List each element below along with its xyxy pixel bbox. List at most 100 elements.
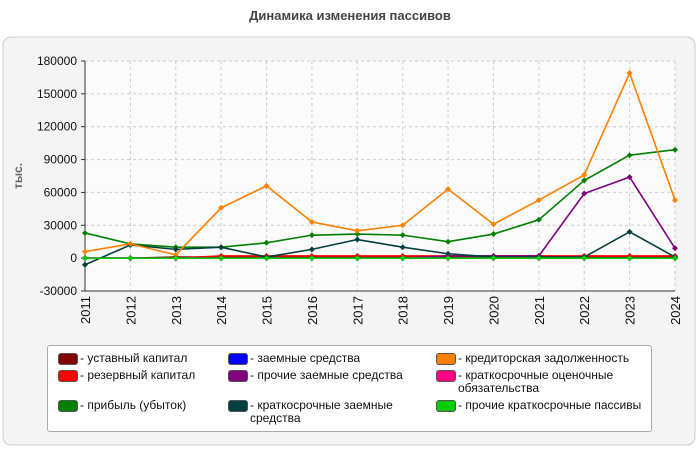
data-point xyxy=(399,255,406,262)
legend: уставный капитал резервный капитал прибыль… xyxy=(47,345,652,432)
legend-item: заемные средства xyxy=(228,352,436,365)
data-point xyxy=(354,255,361,262)
data-point xyxy=(82,261,88,268)
x-tick-label: 2011 xyxy=(78,296,93,324)
legend-swatch xyxy=(228,370,248,382)
data-point xyxy=(263,239,270,246)
data-point xyxy=(399,244,406,251)
y-tick-label: 90000 xyxy=(44,153,78,167)
y-tick-label: 0 xyxy=(70,251,77,265)
legend-swatch xyxy=(436,400,456,412)
data-point xyxy=(172,255,179,262)
data-point xyxy=(581,255,588,262)
legend-label: заемные средства xyxy=(250,352,360,365)
data-point xyxy=(490,221,497,228)
data-point xyxy=(672,245,678,252)
data-point xyxy=(399,232,406,239)
data-point xyxy=(399,222,406,229)
legend-label: прочие краткосрочные пассивы xyxy=(458,399,641,412)
data-point xyxy=(581,177,588,184)
data-point xyxy=(172,246,179,253)
data-point xyxy=(127,255,134,262)
data-point xyxy=(263,182,270,189)
series-line xyxy=(84,230,676,266)
x-tick-label: 2018 xyxy=(396,296,411,325)
data-point xyxy=(535,216,542,223)
data-point xyxy=(626,152,633,159)
y-tick-label: 180000 xyxy=(37,54,77,68)
data-point xyxy=(490,255,497,262)
x-tick-label: 2014 xyxy=(214,296,229,325)
legend-label: прибыль (убыток) xyxy=(80,399,186,412)
legend-swatch xyxy=(436,353,456,365)
data-point xyxy=(581,171,588,178)
legend-item: краткосрочные заемные средства xyxy=(228,399,436,425)
data-point xyxy=(82,248,88,255)
data-point xyxy=(626,70,633,77)
x-tick-label: 2024 xyxy=(668,296,683,325)
y-tick-label: -30000 xyxy=(40,284,78,298)
x-tick-label: 2012 xyxy=(123,296,138,325)
data-point xyxy=(672,197,678,204)
data-point xyxy=(354,227,361,234)
x-tick-label: 2023 xyxy=(623,296,638,325)
data-point xyxy=(672,146,678,153)
legend-swatch xyxy=(58,400,78,412)
x-tick-label: 2013 xyxy=(169,296,184,325)
x-tick-label: 2020 xyxy=(486,296,501,325)
data-point xyxy=(308,219,315,225)
data-point xyxy=(535,197,542,204)
data-point xyxy=(490,231,497,238)
legend-swatch xyxy=(228,353,248,365)
data-point xyxy=(308,232,315,239)
legend-label: резервный капитал xyxy=(80,369,195,382)
data-point xyxy=(445,250,452,257)
series-line xyxy=(84,70,676,256)
legend-item: краткосрочные оценочные обязательства xyxy=(436,369,656,395)
legend-swatch xyxy=(228,400,248,412)
y-axis-label: тыс. xyxy=(11,163,25,189)
x-tick-label: 2022 xyxy=(577,296,592,325)
legend-swatch xyxy=(436,370,456,382)
y-tick-label: 150000 xyxy=(37,87,77,101)
data-point xyxy=(535,255,542,262)
data-point xyxy=(308,255,315,262)
x-tick-label: 2015 xyxy=(260,296,275,325)
x-tick-label: 2021 xyxy=(532,296,547,325)
data-point xyxy=(354,231,361,238)
x-tick-label: 2017 xyxy=(350,296,365,325)
data-point xyxy=(445,238,452,245)
legend-label: краткосрочные заемные средства xyxy=(250,399,436,425)
data-point xyxy=(445,255,452,262)
data-point xyxy=(626,255,633,262)
legend-label: прочие заемные средства xyxy=(250,369,402,382)
data-point xyxy=(127,240,134,247)
legend-item: прибыль (убыток) xyxy=(58,399,228,425)
data-point xyxy=(172,251,179,258)
data-point xyxy=(218,204,225,211)
data-point xyxy=(354,236,361,243)
legend-item: кредиторская задолженность xyxy=(436,352,656,365)
legend-label: краткосрочные оценочные обязательства xyxy=(458,369,653,395)
legend-item: прочие заемные средства xyxy=(228,369,436,395)
data-point xyxy=(445,186,452,193)
y-tick-label: 60000 xyxy=(44,185,78,199)
data-point xyxy=(672,255,678,262)
legend-swatch xyxy=(58,370,78,382)
x-tick-label: 2019 xyxy=(441,296,456,325)
data-point xyxy=(308,246,315,253)
legend-swatch xyxy=(58,353,78,365)
legend-item: резервный капитал xyxy=(58,369,228,395)
chart-title: Динамика изменения пассивов xyxy=(249,8,451,23)
legend-label: уставный капитал xyxy=(80,352,187,365)
data-point xyxy=(626,174,633,181)
data-point xyxy=(82,255,88,262)
legend-item: уставный капитал xyxy=(58,352,228,365)
y-tick-label: 120000 xyxy=(37,120,77,134)
plot-area xyxy=(85,61,675,291)
data-point xyxy=(218,255,225,262)
data-point xyxy=(581,190,588,197)
legend-label: кредиторская задолженность xyxy=(458,352,629,365)
